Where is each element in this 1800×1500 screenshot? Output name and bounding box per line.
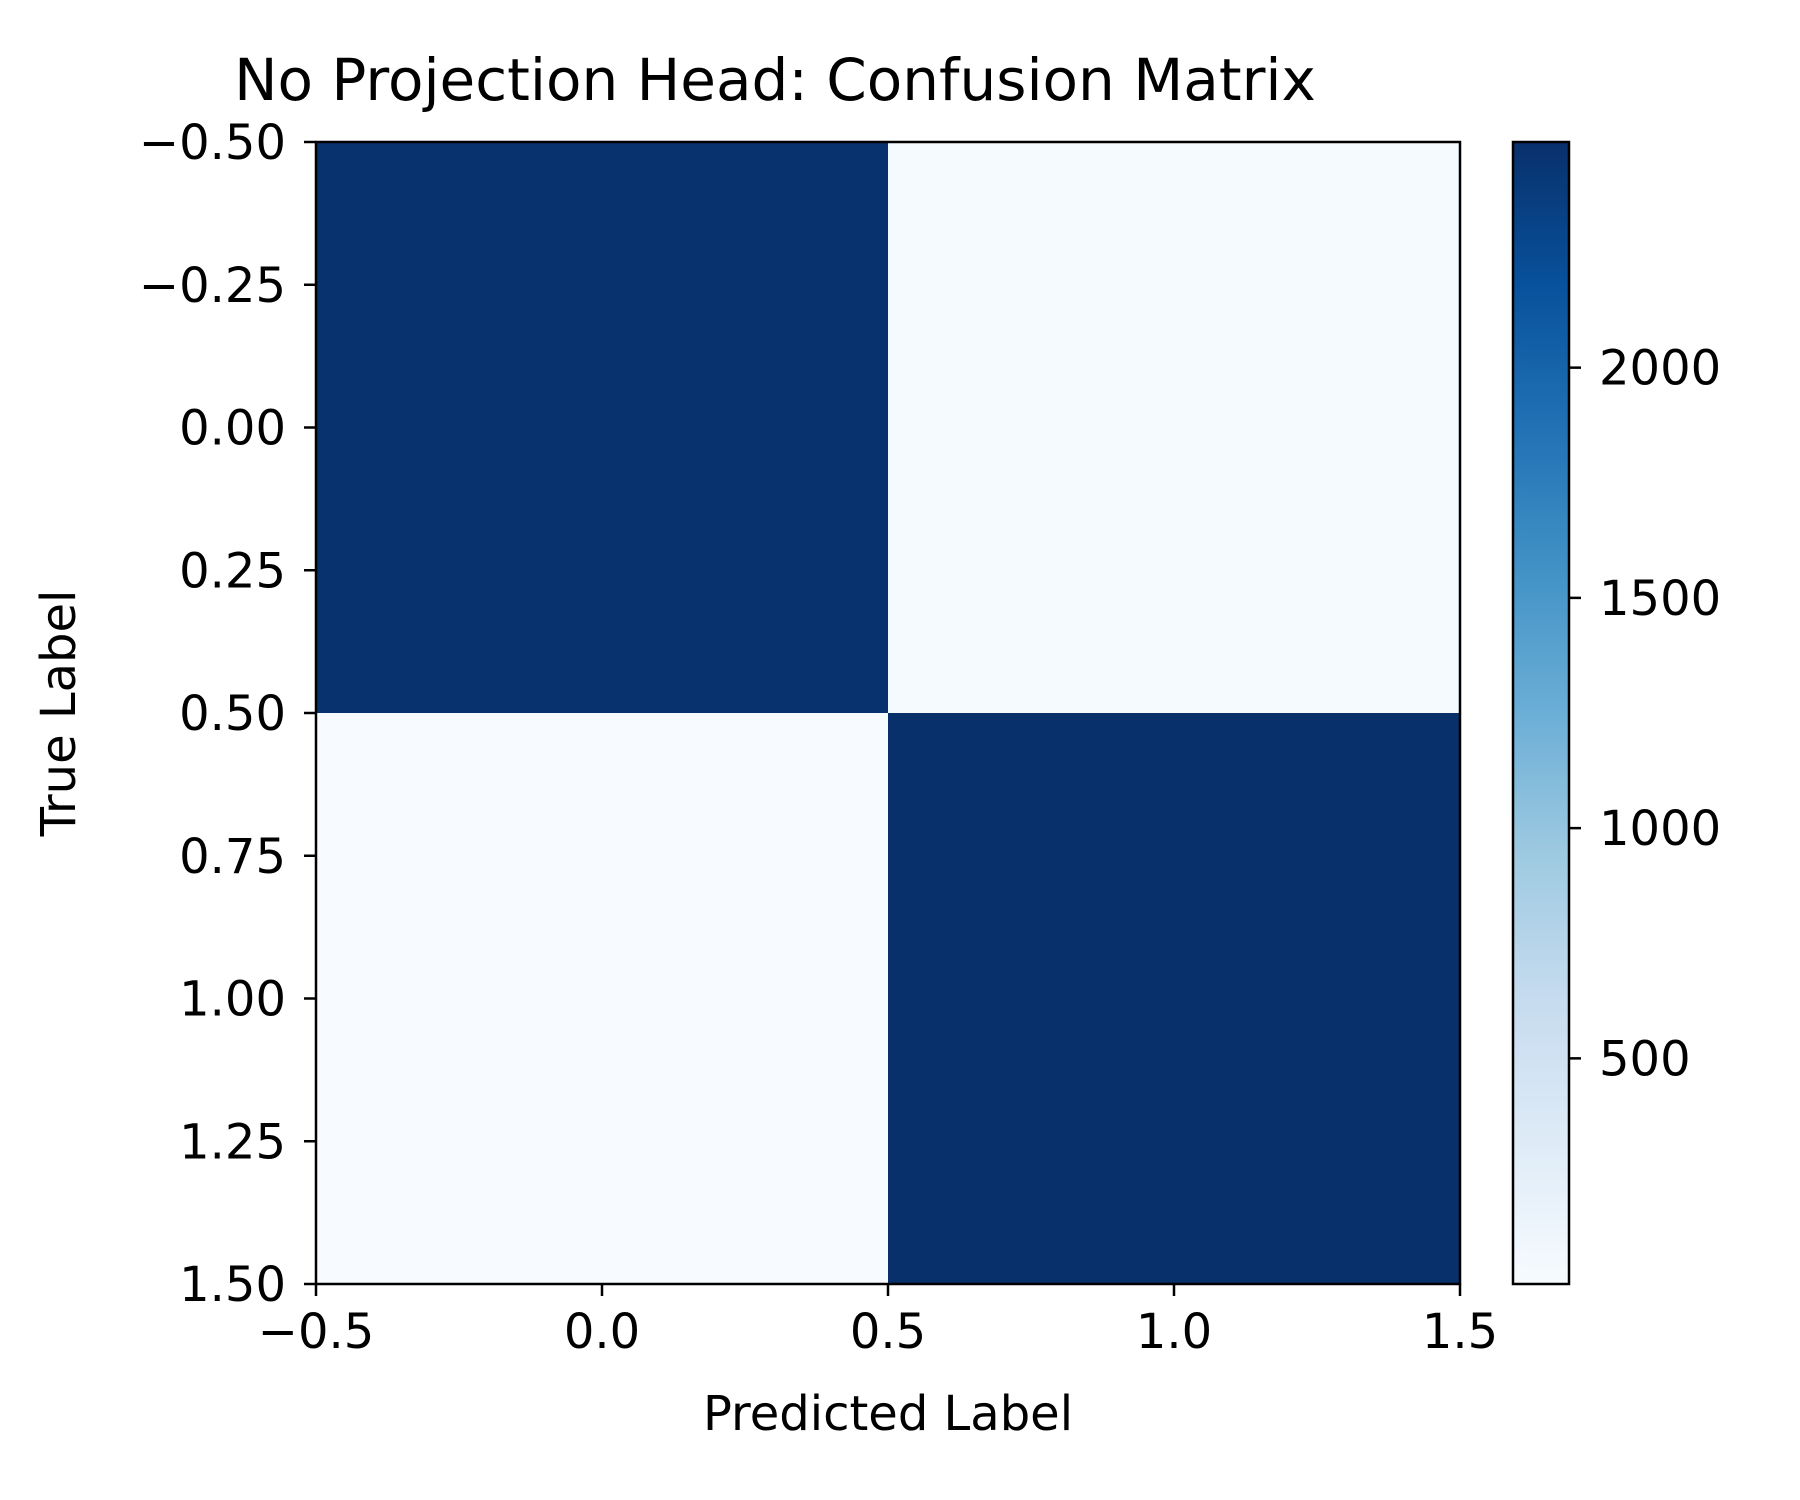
- y-axis: −0.50 −0.25 0.00 0.25 0.50 0.75 1.00 1.25 1.50: [139, 115, 316, 1313]
- heatmap-cell-1-0: [316, 713, 888, 1284]
- y-tick-label: −0.50: [139, 115, 286, 171]
- colorbar-tick-label: 1000: [1599, 801, 1721, 857]
- colorbar-tick-label: 500: [1599, 1031, 1691, 1087]
- colorbar-axis: 500 1000 1500 2000: [1569, 341, 1721, 1087]
- y-tick-label: 1.25: [179, 1114, 286, 1170]
- x-tick-label: −0.5: [258, 1304, 375, 1360]
- chart-title: No Projection Head: Confusion Matrix: [234, 46, 1316, 114]
- y-tick-label: 0.75: [179, 829, 286, 885]
- colorbar: [1511, 140, 1571, 1286]
- heatmap-cells: [316, 142, 1460, 1284]
- y-tick-label: 1.50: [179, 1257, 286, 1313]
- colorbar-tick-label: 1500: [1599, 571, 1721, 627]
- x-tick-label: 1.0: [1136, 1304, 1212, 1360]
- colorbar-tick-label: 2000: [1599, 341, 1721, 397]
- heatmap-cell-0-1: [888, 142, 1460, 713]
- y-axis-label: True Label: [31, 590, 87, 838]
- x-axis: −0.5 0.0 0.5 1.0 1.5: [258, 1284, 1498, 1360]
- x-tick-label: 1.5: [1422, 1304, 1498, 1360]
- y-tick-label: 0.50: [179, 686, 286, 742]
- x-tick-label: 0.5: [850, 1304, 926, 1360]
- x-axis-label: Predicted Label: [703, 1386, 1073, 1442]
- y-tick-label: −0.25: [139, 258, 286, 314]
- y-tick-label: 0.25: [179, 543, 286, 599]
- y-tick-label: 1.00: [179, 972, 286, 1028]
- heatmap-cell-1-1: [888, 713, 1460, 1284]
- heatmap-cell-0-0: [316, 142, 888, 713]
- x-tick-label: 0.0: [564, 1304, 640, 1360]
- y-tick-label: 0.00: [179, 401, 286, 457]
